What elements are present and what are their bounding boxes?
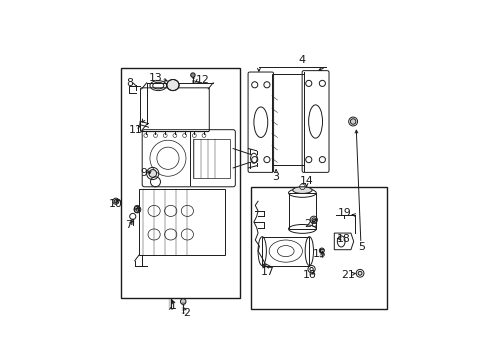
Text: 20: 20 [305, 219, 318, 229]
Text: 8: 8 [126, 78, 133, 88]
Text: 19: 19 [338, 208, 351, 218]
Text: 18: 18 [337, 234, 350, 244]
Ellipse shape [167, 80, 179, 91]
Text: 14: 14 [300, 176, 314, 186]
Bar [289, 193, 316, 229]
Text: 16: 16 [303, 270, 317, 280]
Ellipse shape [149, 170, 157, 177]
Circle shape [136, 208, 139, 211]
Bar [272, 74, 304, 165]
Text: 11: 11 [129, 125, 143, 135]
Circle shape [312, 218, 316, 222]
Text: 17: 17 [261, 267, 274, 277]
Circle shape [358, 271, 362, 275]
Text: 9: 9 [140, 168, 147, 178]
Text: 13: 13 [148, 73, 162, 83]
Circle shape [350, 119, 356, 124]
Circle shape [310, 267, 313, 271]
Text: 10: 10 [108, 199, 122, 209]
Text: 3: 3 [272, 172, 280, 182]
Text: 12: 12 [196, 75, 210, 85]
Circle shape [191, 73, 195, 77]
Ellipse shape [293, 187, 312, 193]
Text: 7: 7 [125, 220, 132, 230]
Bar [193, 139, 230, 177]
Bar [251, 187, 387, 309]
Bar [139, 189, 225, 255]
Text: 2: 2 [183, 308, 190, 318]
Text: 1: 1 [170, 301, 177, 311]
Circle shape [319, 248, 324, 253]
Circle shape [180, 299, 186, 304]
Text: 4: 4 [299, 55, 306, 65]
Text: 5: 5 [359, 242, 366, 252]
Bar [262, 237, 309, 266]
Text: 6: 6 [132, 205, 139, 215]
Bar [121, 68, 240, 298]
Text: 15: 15 [313, 249, 327, 260]
Text: 21: 21 [341, 270, 355, 280]
Circle shape [114, 199, 118, 203]
